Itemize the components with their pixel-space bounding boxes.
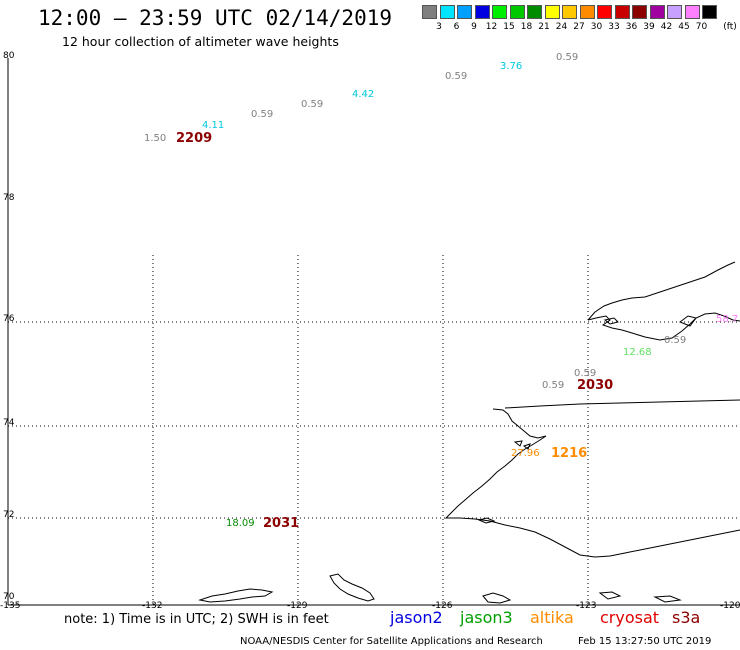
legend-swatch: [509, 5, 525, 19]
legend-swatch: [492, 5, 507, 19]
legend-bin-label: 24: [555, 22, 568, 32]
satellite-legend-s3a: s3a: [672, 608, 701, 627]
wave-height-value: 27.96: [511, 448, 540, 459]
wave-height-value: 1.50: [144, 133, 167, 144]
wave-height-value: 4.42: [352, 89, 375, 100]
wave-height-value: 0.59: [574, 368, 597, 379]
legend-swatch: [684, 5, 700, 19]
lat-tick-label: 76: [3, 314, 15, 324]
lon-tick-label: -135: [0, 601, 21, 611]
legend-swatch: [474, 5, 490, 19]
lat-tick-label: 78: [3, 193, 15, 203]
legend-bin-label: 45: [678, 22, 690, 32]
legend-bin-label: 36: [625, 22, 638, 32]
legend-swatch: [527, 5, 542, 19]
pass-time-label: 2031: [263, 516, 300, 531]
legend-swatch: [649, 5, 665, 19]
satellite-legend-jason3: jason3: [460, 608, 513, 627]
page-title: 12:00 – 23:59 UTC 02/14/2019: [38, 6, 393, 30]
legend-swatch: [702, 5, 717, 19]
page-subtitle: 12 hour collection of altimeter wave hei…: [62, 34, 339, 49]
legend-swatch: [439, 5, 455, 19]
legend-bin-label: 3: [436, 22, 442, 32]
legend-bin-label: 21: [538, 22, 550, 32]
satellite-legend-altika: altika: [530, 608, 574, 627]
satellite-legend-jason2: jason2: [390, 608, 443, 627]
lat-tick-label: 80: [3, 51, 15, 61]
wave-height-value: 0.59: [556, 52, 579, 63]
legend-bin-label: 6: [453, 22, 460, 32]
wave-height-value: 0.59: [664, 335, 687, 346]
legend-bin-label: 42: [660, 22, 673, 32]
wave-height-value: 0.59: [251, 109, 274, 120]
wave-height-value: 0.59: [301, 99, 324, 110]
pass-time-label: 2030: [577, 378, 614, 393]
lat-tick-label: 72: [3, 510, 15, 520]
legend-bin-label: 30: [590, 22, 603, 32]
generated-timestamp: Feb 15 13:27:50 UTC 2019: [578, 636, 712, 647]
lon-tick-label: -126: [432, 601, 453, 611]
legend-bin-label: 27: [573, 22, 585, 32]
lat-tick-label: 70: [3, 592, 15, 602]
legend-bin-label: 15: [503, 22, 515, 32]
legend-unit-label: (ft): [723, 22, 737, 32]
legend-bin-label: 12: [485, 22, 498, 32]
lon-tick-label: -120: [720, 601, 740, 611]
legend-bin-label: 70: [695, 22, 708, 32]
legend-bin-label: 18: [520, 22, 533, 32]
legend-bin-label: 9: [471, 22, 477, 32]
legend-swatch: [632, 5, 647, 19]
lat-tick-label: 74: [3, 418, 15, 428]
lon-tick-label: -129: [287, 601, 308, 611]
pass-time-label: 1216: [551, 446, 588, 461]
wave-height-value: 4.11: [202, 120, 225, 131]
graticule: [8, 255, 740, 605]
legend-swatch: [579, 5, 595, 19]
legend-swatch: [667, 5, 682, 19]
legend-bin-label: 33: [608, 22, 620, 32]
wave-height-value: 18.09: [226, 518, 255, 529]
lon-tick-label: -123: [576, 601, 597, 611]
wave-height-value: 0.59: [445, 71, 468, 82]
footer-note: note: 1) Time is in UTC; 2) SWH is in fe…: [64, 612, 329, 627]
legend-bin-label: 39: [643, 22, 655, 32]
credit-line: NOAA/NESDIS Center for Satellite Applica…: [240, 636, 543, 647]
legend-swatch: [597, 5, 612, 19]
lon-tick-label: -132: [142, 601, 163, 611]
wave-height-value: 0.59: [542, 380, 565, 391]
legend-swatch: [614, 5, 630, 19]
coastline: [198, 261, 740, 604]
wave-height-value: 3.76: [500, 61, 523, 72]
satellite-legend-cryosat: cryosat: [600, 608, 660, 627]
wave-height-value: 12.68: [623, 347, 652, 358]
legend-swatch: [562, 5, 577, 19]
pass-time-label: 2209: [176, 131, 213, 146]
legend-swatch: [544, 5, 560, 19]
legend-swatch: [422, 5, 437, 19]
map-frame: [7, 58, 740, 606]
legend-swatch: [457, 5, 472, 19]
wave-height-value: 58.7: [716, 314, 739, 325]
